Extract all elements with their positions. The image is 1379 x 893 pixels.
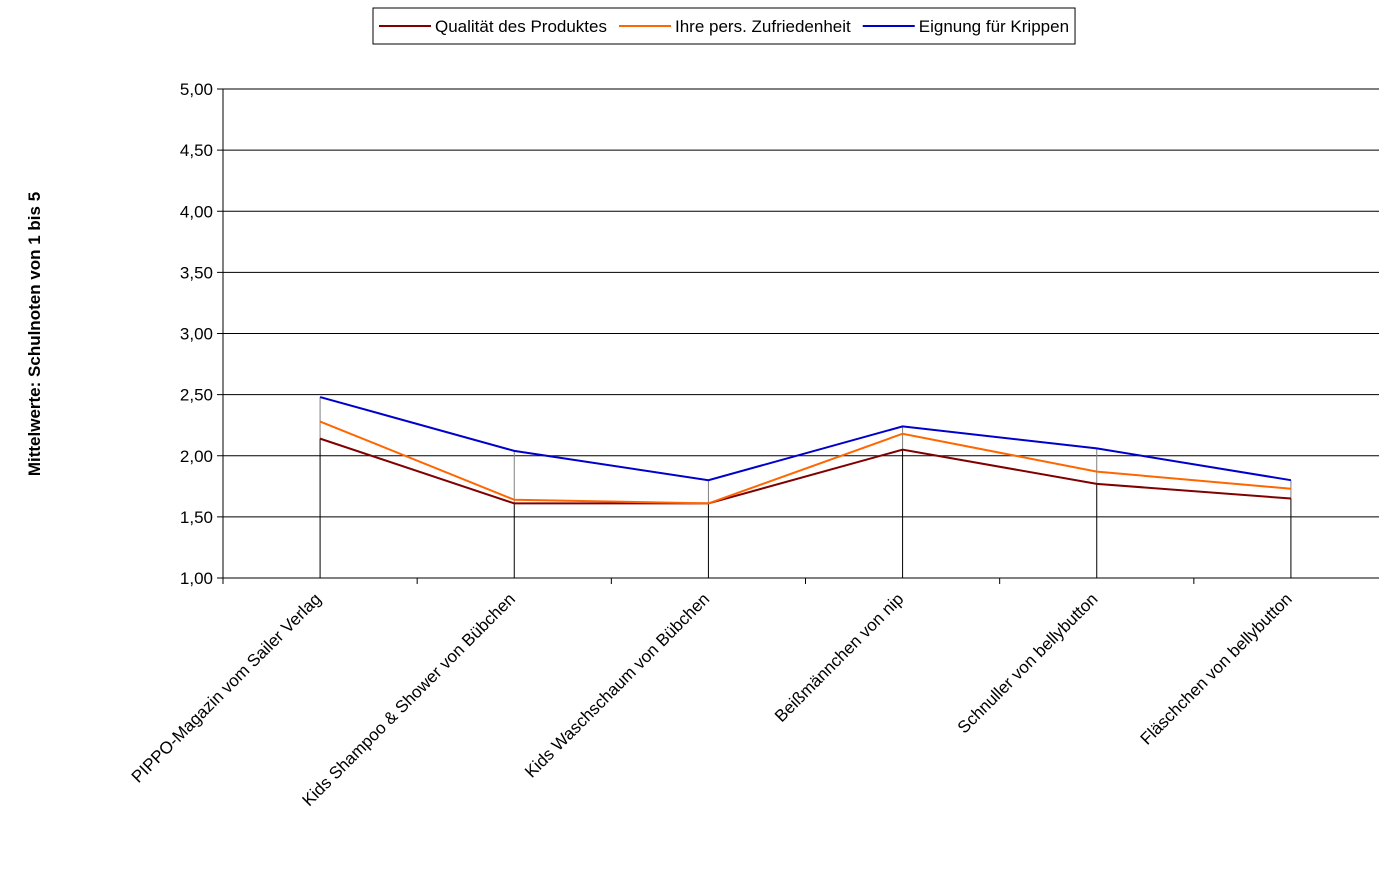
x-category-label: Fläschchen von bellybutton [1137,589,1296,748]
legend-box [372,7,1076,45]
y-tick-label: 5,00 [180,80,213,99]
drop-lines [319,397,1292,578]
legend-entry: Qualität des Produktes [435,17,607,36]
series-line [319,396,1292,482]
grid-lines [223,88,1379,518]
axes: 1,00 1,50 2,00 2,50 3,00 3,50 4,00 4,50 5,00 PIPP… [128,80,1379,810]
y-tick-label: 2,50 [180,386,213,405]
y-tick-label: 3,00 [180,325,213,344]
series-line [319,420,1292,505]
y-tick-label: 3,50 [180,263,213,282]
legend-entry: Eignung für Krippen [919,17,1069,36]
series-line [319,437,1291,505]
y-tick-label: 4,00 [180,202,213,221]
series-lines [319,396,1292,505]
legend-entry: Ihre pers. Zufriedenheit [675,17,851,36]
y-axis-label: Mittelwerte: Schulnoten von 1 bis 5 [25,192,44,476]
x-category-label: Beißmännchen von nip [771,589,907,725]
x-category-label: Kids Waschschaum von Bübchen [521,589,713,781]
y-tick-label: 1,50 [180,508,213,527]
x-category-label: PIPPO-Magazin vom Sailer Verlag [128,589,325,786]
y-tick-label: 2,00 [180,447,213,466]
x-category-label: Kids Shampoo & Shower von Bübchen [298,589,519,810]
x-category-label: Schnuller von bellybutton [954,589,1102,737]
y-tick-label: 4,50 [180,141,213,160]
y-tick-label: 1,00 [180,569,213,588]
legend: Qualität des Produktes Ihre pers. Zufried… [372,7,1076,45]
